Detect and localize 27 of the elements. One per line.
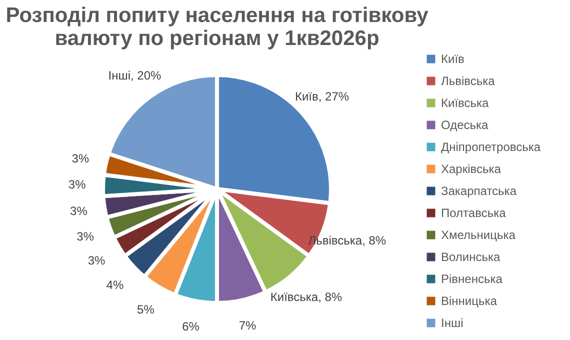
legend-label: Київ bbox=[441, 52, 464, 66]
text: валюту по регіонам у 1кв2026р bbox=[54, 27, 380, 50]
legend-label: Одеська bbox=[441, 118, 489, 132]
data-label: 3% bbox=[72, 151, 90, 166]
legend-label: Львівська bbox=[441, 74, 496, 88]
legend-label: Закарпатська bbox=[441, 184, 517, 198]
legend-label: Волинська bbox=[441, 250, 501, 264]
legend-label: Київська bbox=[441, 96, 490, 110]
legend-label: Полтавська bbox=[441, 206, 506, 220]
data-label: 7% bbox=[238, 318, 257, 333]
data-label: 6% bbox=[182, 320, 200, 334]
data-label: Київська, 8% bbox=[270, 290, 342, 304]
data-label: Київ, 27% bbox=[294, 89, 350, 104]
legend-label: Хмельницька bbox=[441, 228, 516, 242]
legend-label: Рівненська bbox=[441, 272, 503, 286]
data-label: Інші, 20% bbox=[108, 68, 162, 83]
data-label: 4% bbox=[106, 278, 124, 292]
text: Розподіл попиту населення на готівкову bbox=[6, 4, 428, 27]
legend-label: Вінницька bbox=[441, 294, 498, 308]
data-label: 5% bbox=[137, 302, 155, 317]
data-label: 3% bbox=[68, 178, 86, 192]
legend-label: Харківська bbox=[441, 162, 502, 176]
data-label: 3% bbox=[76, 229, 94, 244]
legend-label: Інші bbox=[441, 316, 464, 330]
legend-label: Дніпропетровська bbox=[441, 140, 541, 154]
data-label: 3% bbox=[70, 204, 88, 218]
data-label: 3% bbox=[88, 253, 106, 268]
